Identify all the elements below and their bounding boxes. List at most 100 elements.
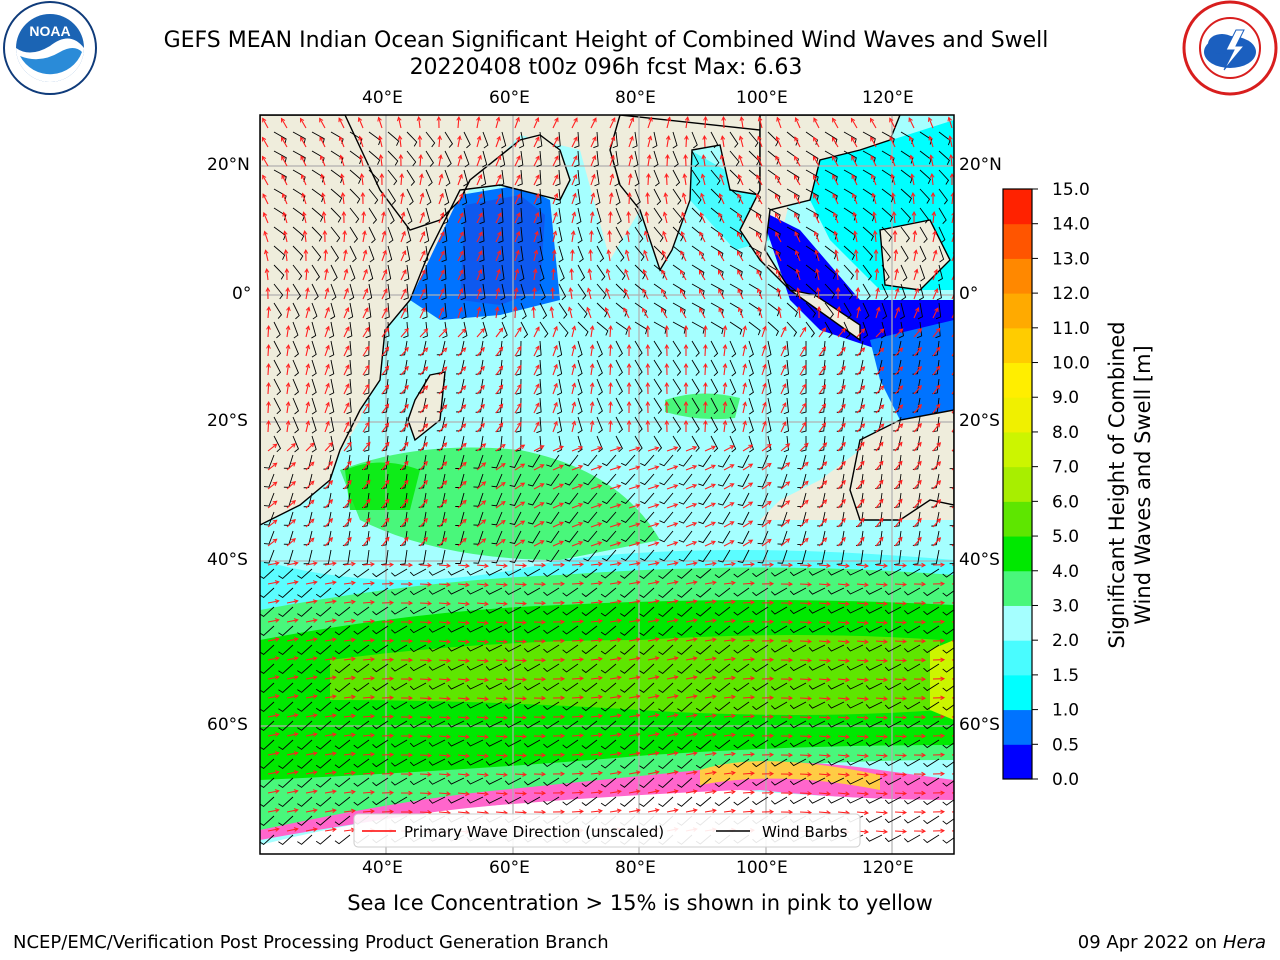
wave-arrow (891, 174, 896, 186)
wave-arrow (774, 194, 782, 205)
wind-barb (659, 492, 674, 505)
wave-arrow (837, 537, 846, 547)
wind-barb (297, 606, 313, 617)
wave-arrow (495, 773, 508, 776)
wave-arrow (679, 289, 687, 300)
wave-arrow (343, 269, 348, 281)
wave-arrow (837, 583, 850, 586)
wave-arrow-head (635, 503, 641, 508)
wind-barb (827, 758, 845, 766)
wind-barb (808, 796, 826, 804)
wave-arrow (267, 363, 270, 376)
wave-arrow-head (729, 483, 735, 488)
wind-barb (737, 511, 750, 525)
wave-arrow (419, 250, 426, 262)
wave-arrow-head (851, 192, 857, 198)
wind-barb (564, 549, 579, 562)
wind-barb (717, 492, 731, 506)
wind-barb (783, 359, 789, 377)
wave-arrow-head (293, 732, 299, 737)
wave-arrow (514, 136, 520, 148)
wave-arrow-head (305, 401, 311, 407)
wind-barb (923, 663, 940, 673)
wind-barb (562, 568, 579, 578)
wave-arrow (305, 421, 310, 433)
wind-barb (873, 435, 883, 451)
wave-arrow-head (384, 441, 390, 447)
wind-barb (425, 150, 435, 167)
wave-arrow-head (936, 480, 942, 485)
barb-legend-label: Wind Barbs (762, 823, 848, 841)
wave-arrow-head (750, 600, 756, 605)
wind-barb (710, 416, 719, 434)
wave-arrow-head (720, 135, 726, 141)
wind-barb (311, 264, 321, 281)
wave-arrow-head (312, 561, 318, 566)
wave-arrow (590, 503, 602, 509)
wave-arrow (738, 307, 744, 319)
wave-arrow-head (841, 365, 846, 371)
wave-arrow-head (285, 363, 291, 369)
wind-barb (818, 378, 826, 395)
wave-arrow (666, 619, 678, 623)
wave-arrow-head (635, 618, 641, 623)
wind-barb (884, 758, 902, 767)
wave-arrow-head (560, 809, 566, 815)
wind-barb (576, 207, 582, 225)
wave-arrow-head (775, 268, 781, 274)
wave-arrow (799, 537, 809, 547)
wave-arrow-head (513, 287, 519, 293)
wave-arrow-head (902, 734, 908, 739)
wave-arrow-head (478, 231, 483, 237)
wave-arrow-head (312, 694, 318, 699)
wave-arrow (685, 581, 697, 585)
wind-barb (596, 321, 609, 336)
wind-barb (600, 606, 617, 617)
wave-arrow (799, 811, 812, 814)
wind-barb (536, 416, 542, 434)
wave-arrow (742, 753, 755, 756)
wave-arrow-head (285, 286, 290, 292)
wave-arrow (514, 193, 521, 205)
wind-barb (771, 625, 788, 634)
wind-barb (499, 264, 505, 282)
wave-arrow (775, 213, 782, 224)
wave-arrow-head (954, 423, 958, 427)
wind-barb (892, 397, 902, 413)
wave-arrow (590, 117, 597, 129)
svg-text:Significant Height of Combined: Significant Height of Combined (1105, 321, 1129, 648)
wave-arrow (818, 602, 831, 605)
wave-arrow (438, 347, 448, 357)
wave-arrow-head (913, 249, 918, 255)
wind-barb (714, 720, 731, 731)
wave-arrow-head (419, 173, 424, 179)
wave-arrow-head (541, 733, 547, 739)
wind-barb (710, 188, 722, 204)
wave-arrow (267, 382, 270, 395)
wind-barb (278, 739, 294, 751)
wave-arrow-head (384, 498, 390, 504)
wave-arrow (625, 250, 630, 262)
wave-arrow (683, 174, 687, 186)
wave-arrow (319, 136, 326, 148)
wave-arrow (704, 562, 716, 566)
wave-arrow-head (401, 230, 406, 236)
wind-barb (523, 796, 541, 805)
wave-arrow (875, 269, 878, 281)
wave-arrow (495, 501, 506, 509)
wave-arrow (704, 752, 716, 756)
wave-arrow-head (461, 518, 467, 524)
wind-barb (425, 169, 433, 187)
wave-arrow (457, 136, 461, 148)
wave-arrow (951, 389, 954, 395)
wind-barb (311, 226, 323, 242)
wave-arrow-head (845, 753, 850, 759)
wave-arrow-head (902, 563, 908, 568)
wave-arrow-head (664, 343, 670, 349)
wind-barb (748, 416, 754, 434)
wave-arrow-head (331, 732, 337, 738)
wave-arrow-head (389, 600, 395, 606)
wave-arrow-head (654, 732, 660, 737)
wind-barb (737, 473, 750, 487)
wave-arrow (571, 734, 584, 737)
